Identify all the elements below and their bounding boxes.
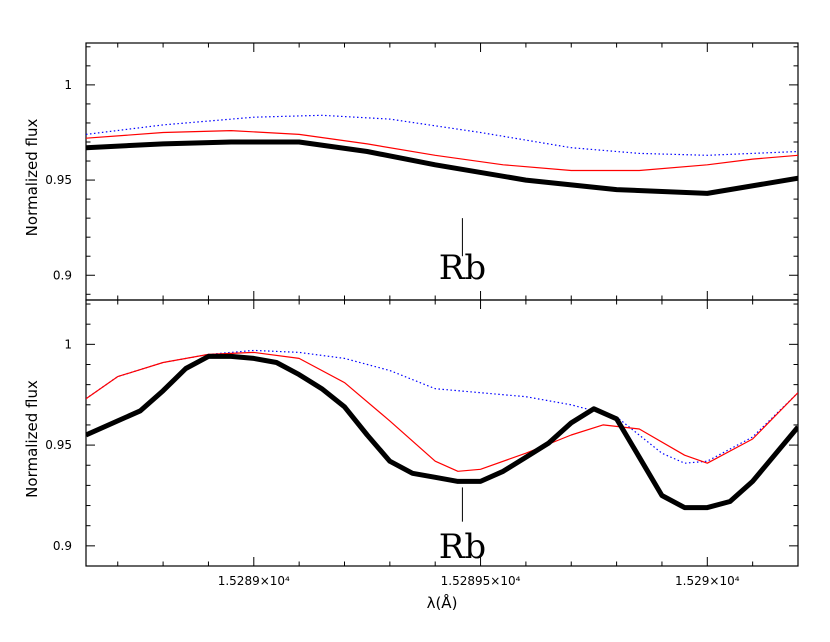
x-tick-label: 1.5289×10⁴ — [218, 574, 290, 588]
top-panel: 0.9 0.95 1 Normalized flux Rb — [23, 42, 799, 301]
y-axis-label: Normalized flux — [23, 119, 41, 237]
series-line-dotted-blue — [86, 114, 798, 156]
y-tick-label: 0.95 — [45, 173, 72, 187]
x-tick-label: 1.52895×10⁴ — [441, 574, 521, 588]
y-tick-label: 0.9 — [53, 539, 72, 553]
y-axis-label: Normalized flux — [23, 380, 41, 498]
series-line-thin-red — [86, 130, 798, 172]
series-line-thin-red — [86, 351, 798, 472]
y-tick-label: 0.95 — [45, 438, 72, 452]
annotation-label: Rb — [439, 248, 486, 288]
x-axis-label: λ(Å) — [427, 593, 458, 612]
y-tick-label: 1 — [64, 337, 72, 351]
y-tick-label: 1 — [64, 78, 72, 92]
series-line-thick-black — [86, 353, 798, 511]
annotation-label: Rb — [439, 527, 486, 567]
bottom-panel: 0.9 0.95 1 1.5289×10⁴ 1.52895×10⁴ 1.529×10⁴ No… — [23, 299, 799, 588]
x-tick-label: 1.529×10⁴ — [675, 574, 740, 588]
y-tick-label: 0.9 — [53, 268, 72, 282]
series-line-thick-black — [86, 139, 798, 196]
